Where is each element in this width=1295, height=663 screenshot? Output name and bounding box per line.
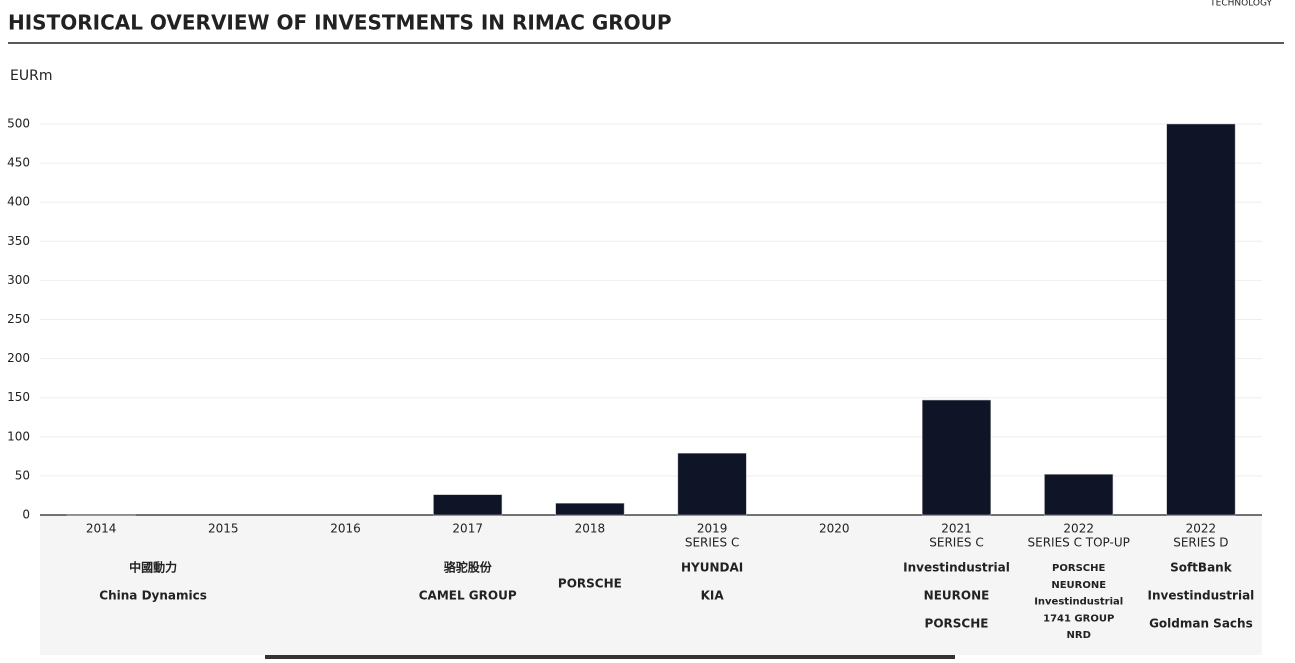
y-tick-label: 300	[7, 273, 30, 287]
x-tick-note: SERIES C TOP-UP	[1028, 536, 1130, 550]
investor-name: PORSCHE	[558, 577, 622, 591]
x-tick-label: 2022	[1186, 522, 1217, 536]
investor-name: NEURONE	[924, 589, 990, 603]
investor-name: PORSCHE	[925, 617, 989, 631]
investor-name: Investindustrial	[1034, 597, 1123, 608]
label-band	[40, 515, 1262, 655]
investor-name: 中國動力	[129, 560, 177, 575]
x-tick-label: 2016	[330, 522, 361, 536]
y-tick-label: 50	[15, 468, 30, 482]
y-tick-label: 100	[7, 429, 30, 443]
y-tick-label: 250	[7, 312, 30, 326]
investor-name: NRD	[1067, 630, 1091, 641]
investor-name: 骆驼股份	[444, 560, 493, 575]
y-tick-label: 0	[22, 508, 30, 522]
bar	[1166, 123, 1236, 516]
scrollbar	[265, 655, 955, 659]
bar	[433, 494, 503, 516]
bar	[1044, 474, 1114, 516]
x-tick-label: 2015	[208, 522, 239, 536]
x-tick-label: 2014	[86, 522, 117, 536]
investor-name: China Dynamics	[99, 589, 207, 603]
x-tick-label: 2022	[1063, 522, 1094, 536]
y-tick-label: 350	[7, 234, 30, 248]
slide-title: HISTORICAL OVERVIEW OF INVESTMENTS IN RI…	[8, 11, 672, 35]
investor-name: CAMEL GROUP	[419, 589, 517, 603]
bar	[66, 513, 136, 516]
investor-name: Goldman Sachs	[1149, 617, 1253, 631]
bar	[555, 503, 625, 516]
x-tick-label: 2021	[941, 522, 972, 536]
y-tick-label: 500	[7, 117, 30, 131]
brand: TECHNOLOGY	[1209, 0, 1272, 9]
investor-name: KIA	[701, 589, 725, 603]
investor-name: PORSCHE	[1052, 563, 1105, 574]
bar	[677, 452, 747, 516]
investor-name: NEURONE	[1051, 580, 1106, 591]
investor-name: Investindustrial	[903, 561, 1010, 575]
x-tick-note: SERIES D	[1173, 536, 1228, 550]
investor-name: SoftBank	[1170, 561, 1233, 575]
x-tick-label: 2020	[819, 522, 850, 536]
x-tick-label: 2018	[575, 522, 606, 536]
x-tick-note: SERIES C	[685, 536, 739, 550]
y-tick-label: 200	[7, 351, 30, 365]
y-tick-label: 450	[7, 156, 30, 170]
x-tick-note: SERIES C	[929, 536, 983, 550]
investor-name: Investindustrial	[1148, 589, 1255, 603]
x-tick-label: 2017	[452, 522, 483, 536]
bar	[922, 399, 991, 516]
investor-name: HYUNDAI	[681, 561, 743, 575]
y-tick-label: 150	[7, 390, 30, 404]
investor-name: 1741 GROUP	[1043, 613, 1114, 624]
x-tick-label: 2019	[697, 522, 728, 536]
y-axis-label: EURm	[10, 68, 52, 84]
y-tick-label: 400	[7, 195, 30, 209]
